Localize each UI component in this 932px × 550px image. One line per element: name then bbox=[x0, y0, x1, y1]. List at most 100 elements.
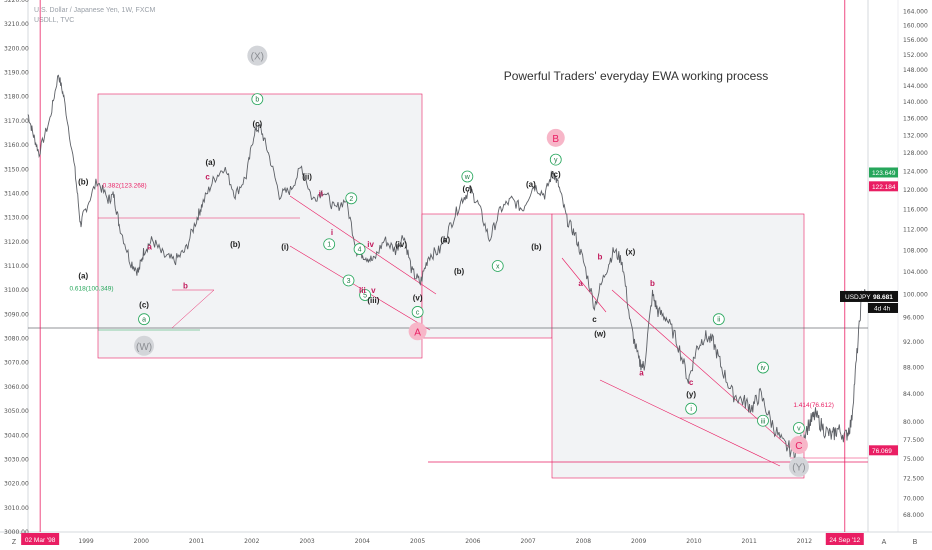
wave-label: (a) bbox=[440, 235, 450, 244]
axis-corner-right-a[interactable]: A bbox=[882, 539, 887, 546]
wave-label: B bbox=[552, 134, 559, 145]
wave-label: iii bbox=[761, 418, 766, 425]
left-tick-label: 3020.00 bbox=[4, 481, 29, 488]
right-axis-ticks: 68.000 70.000 72.500 75.000 77.500 80.000 84.0… bbox=[903, 8, 928, 518]
right-tick-label: 116.000 bbox=[903, 207, 928, 214]
axis-corner-left[interactable]: Z bbox=[12, 539, 17, 546]
right-tick-label: 156.000 bbox=[903, 37, 928, 44]
wave-label: x bbox=[496, 264, 500, 271]
right-tick-label: 164.000 bbox=[903, 8, 928, 15]
wave-label: a bbox=[578, 279, 583, 288]
right-tick-label: 160.000 bbox=[903, 23, 928, 30]
left-tick-label: 3150.00 bbox=[4, 166, 29, 173]
pattern-box-y bbox=[551, 213, 805, 479]
wave-badge bbox=[461, 170, 474, 183]
current-price-time: 4d 4h bbox=[874, 305, 891, 312]
right-tick-label: 132.000 bbox=[903, 133, 928, 140]
wave-label: y bbox=[554, 157, 558, 164]
fib-label: 1.414(76.612) bbox=[793, 402, 833, 409]
x-tick-label: 2000 bbox=[134, 538, 149, 545]
x-tick-label: 2004 bbox=[355, 538, 370, 545]
wave-label: v bbox=[797, 426, 801, 433]
wave-label: (b) bbox=[531, 243, 542, 252]
wave-badge bbox=[342, 274, 355, 287]
wave-label: c bbox=[592, 315, 597, 324]
wave-label: c bbox=[416, 309, 420, 316]
left-tick-label: 3220.00 bbox=[4, 0, 29, 4]
left-tick-label: 3130.00 bbox=[4, 215, 29, 222]
x-tick-label: 2006 bbox=[465, 538, 480, 545]
right-tick-label: 72.500 bbox=[903, 475, 924, 482]
wave-label: (Y) bbox=[792, 463, 805, 474]
x-axis-ticks: 1999 2000 2001 2002 2003 2004 2005 2006 2007 2008… bbox=[78, 538, 812, 545]
wave-badge bbox=[353, 243, 366, 255]
left-tick-label: 3120.00 bbox=[4, 239, 29, 246]
wave-badge bbox=[345, 192, 358, 205]
left-axis-ticks: 3000.00 3010.00 3020.00 3030.00 3040.00 3050.… bbox=[4, 0, 29, 536]
right-tick-label: 84.000 bbox=[903, 391, 924, 398]
axis-corner-right-b[interactable]: B bbox=[913, 539, 918, 546]
x-tick-label: 2011 bbox=[742, 538, 757, 545]
wave-badge bbox=[491, 260, 504, 272]
x-tick-label: 2001 bbox=[189, 538, 204, 545]
price-mark-bg bbox=[869, 445, 898, 456]
wave-label: iv bbox=[760, 365, 766, 372]
channel-lower-2 bbox=[599, 379, 781, 467]
wave-label: ii bbox=[319, 189, 323, 198]
channel-lower-1 bbox=[289, 245, 431, 331]
wave-label: (b) bbox=[78, 177, 89, 186]
left-tick-label: 3190.00 bbox=[4, 70, 29, 77]
wave-badge bbox=[757, 414, 769, 427]
wave-badge bbox=[134, 335, 155, 356]
left-tick-label: 3160.00 bbox=[4, 142, 29, 149]
wave-label: (ii) bbox=[302, 173, 312, 182]
wave-badge bbox=[323, 238, 336, 251]
wave-label: (iii) bbox=[367, 296, 379, 305]
right-tick-label: 136.000 bbox=[903, 116, 928, 123]
left-tick-label: 3030.00 bbox=[4, 456, 29, 463]
wave-badge bbox=[359, 289, 372, 301]
wave-label: (a) bbox=[78, 272, 88, 281]
left-tick-label: 3060.00 bbox=[4, 384, 29, 391]
series-group bbox=[27, 74, 869, 458]
wave-label: (w) bbox=[594, 330, 606, 339]
left-tick-label: 3050.00 bbox=[4, 408, 29, 415]
date-marker-lines bbox=[39, 0, 846, 532]
sub-line: USDLL, TVC bbox=[34, 17, 75, 24]
left-tick-label: 3200.00 bbox=[4, 45, 29, 52]
wave-badge bbox=[685, 402, 698, 415]
chart-title: Powerful Traders' everyday EWA working p… bbox=[504, 69, 769, 83]
right-tick-label: 108.000 bbox=[903, 247, 928, 254]
wave-badge bbox=[251, 93, 264, 106]
date-mark-label: 02 Mar '98 bbox=[25, 537, 56, 544]
x-tick-label: 2010 bbox=[686, 538, 701, 545]
wave-badge bbox=[789, 435, 808, 454]
wave-badge bbox=[757, 361, 769, 374]
wave-label: 5 bbox=[363, 293, 367, 300]
wave-label: b bbox=[650, 279, 655, 288]
wave-label: 3 bbox=[347, 278, 351, 285]
fib-label-group: 0.382(123.268) 0.618(100.349) 1.414(76.612… bbox=[69, 183, 833, 410]
left-tick-label: 3070.00 bbox=[4, 360, 29, 367]
channel-small-1 bbox=[561, 257, 607, 313]
current-price-time-bg bbox=[868, 302, 898, 313]
right-tick-label: 88.000 bbox=[903, 364, 924, 371]
wave-label: (iv) bbox=[395, 240, 407, 249]
right-tick-label: 92.000 bbox=[903, 339, 924, 346]
date-mark-badge bbox=[21, 533, 60, 545]
wave-badge bbox=[408, 322, 427, 341]
right-tick-label: 124.000 bbox=[903, 168, 928, 175]
right-tick-label: 100.000 bbox=[903, 291, 928, 298]
right-tick-label: 140.000 bbox=[903, 99, 928, 106]
wave-label: a bbox=[147, 243, 152, 252]
wave-label: (c) bbox=[252, 119, 262, 128]
wave-badge bbox=[793, 422, 805, 434]
fib-label: 0.382(123.268) bbox=[103, 183, 147, 190]
wave-label: (a) bbox=[205, 158, 215, 167]
pattern-box-w bbox=[97, 93, 423, 359]
wave-label: a bbox=[142, 317, 146, 324]
wave-label: v bbox=[371, 286, 376, 295]
x-tick-label: 1999 bbox=[78, 538, 93, 545]
wave-label: i bbox=[331, 228, 333, 237]
